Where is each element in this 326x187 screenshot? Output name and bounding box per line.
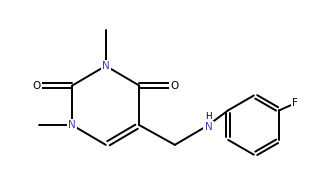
Text: N: N (68, 120, 76, 130)
Text: N: N (204, 122, 212, 132)
Text: O: O (33, 81, 41, 91)
Text: F: F (292, 98, 298, 108)
Text: N: N (102, 61, 110, 71)
Text: H: H (205, 112, 212, 121)
Text: O: O (171, 81, 179, 91)
